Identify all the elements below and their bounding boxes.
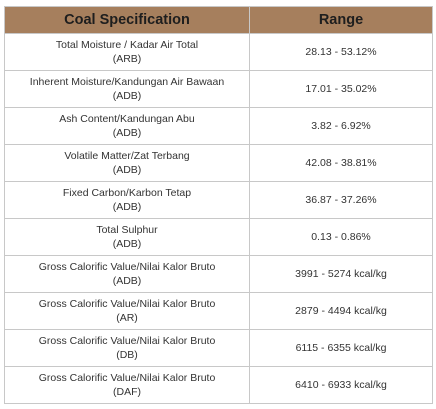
table-row: Total Sulphur (ADB) 0.13 - 0.86% [4, 218, 433, 256]
table-row: Ash Content/Kandungan Abu (ADB) 3.82 - 6… [4, 107, 433, 145]
parameter-basis: (ADB) [112, 90, 142, 102]
range-cell: 3991 - 5274 kcal/kg [249, 255, 433, 293]
parameter-name: Gross Calorific Value/Nilai Kalor Bruto [38, 372, 216, 384]
parameter-cell: Inherent Moisture/Kandungan Air Bawaan (… [4, 70, 250, 108]
parameter-cell: Gross Calorific Value/Nilai Kalor Bruto … [4, 366, 250, 404]
range-cell: 2879 - 4494 kcal/kg [249, 292, 433, 330]
header-row: Coal Specification Range [4, 6, 433, 34]
header-range: Range [249, 6, 433, 34]
parameter-cell: Total Moisture / Kadar Air Total (ARB) [4, 33, 250, 71]
range-cell: 42.08 - 38.81% [249, 144, 433, 182]
parameter-name: Volatile Matter/Zat Terbang [64, 150, 190, 162]
range-cell: 28.13 - 53.12% [249, 33, 433, 71]
table-row: Volatile Matter/Zat Terbang (ADB) 42.08 … [4, 144, 433, 182]
parameter-basis: (ADB) [112, 238, 142, 250]
table-row: Gross Calorific Value/Nilai Kalor Bruto … [4, 292, 433, 330]
parameter-basis: (DB) [116, 349, 138, 361]
parameter-name: Inherent Moisture/Kandungan Air Bawaan [29, 76, 225, 88]
parameter-name: Fixed Carbon/Karbon Tetap [62, 187, 192, 199]
table-row: Gross Calorific Value/Nilai Kalor Bruto … [4, 255, 433, 293]
parameter-name: Gross Calorific Value/Nilai Kalor Bruto [38, 261, 216, 273]
parameter-cell: Total Sulphur (ADB) [4, 218, 250, 256]
table-row: Gross Calorific Value/Nilai Kalor Bruto … [4, 329, 433, 367]
range-cell: 3.82 - 6.92% [249, 107, 433, 145]
parameter-cell: Gross Calorific Value/Nilai Kalor Bruto … [4, 292, 250, 330]
parameter-name: Total Sulphur [96, 224, 158, 236]
parameter-name: Gross Calorific Value/Nilai Kalor Bruto [38, 298, 216, 310]
range-cell: 36.87 - 37.26% [249, 181, 433, 219]
coal-spec-table: Coal Specification Range Total Moisture … [4, 6, 433, 404]
parameter-cell: Ash Content/Kandungan Abu (ADB) [4, 107, 250, 145]
table-row: Total Moisture / Kadar Air Total (ARB) 2… [4, 33, 433, 71]
parameter-name: Total Moisture / Kadar Air Total [55, 39, 199, 51]
range-cell: 6115 - 6355 kcal/kg [249, 329, 433, 367]
parameter-name: Ash Content/Kandungan Abu [59, 113, 195, 125]
parameter-cell: Volatile Matter/Zat Terbang (ADB) [4, 144, 250, 182]
parameter-basis: (AR) [116, 312, 138, 324]
parameter-basis: (ADB) [112, 201, 142, 213]
parameter-cell: Gross Calorific Value/Nilai Kalor Bruto … [4, 329, 250, 367]
parameter-basis: (DAF) [113, 386, 141, 398]
parameter-name: Gross Calorific Value/Nilai Kalor Bruto [38, 335, 216, 347]
range-cell: 17.01 - 35.02% [249, 70, 433, 108]
parameter-cell: Gross Calorific Value/Nilai Kalor Bruto … [4, 255, 250, 293]
parameter-cell: Fixed Carbon/Karbon Tetap (ADB) [4, 181, 250, 219]
table-body: Total Moisture / Kadar Air Total (ARB) 2… [4, 33, 433, 404]
parameter-basis: (ARB) [112, 53, 142, 65]
table-row: Fixed Carbon/Karbon Tetap (ADB) 36.87 - … [4, 181, 433, 219]
parameter-basis: (ADB) [112, 275, 142, 287]
table-header: Coal Specification Range [4, 6, 433, 34]
table-row: Gross Calorific Value/Nilai Kalor Bruto … [4, 366, 433, 404]
range-cell: 0.13 - 0.86% [249, 218, 433, 256]
range-cell: 6410 - 6933 kcal/kg [249, 366, 433, 404]
header-coal-specification: Coal Specification [4, 6, 250, 34]
parameter-basis: (ADB) [112, 127, 142, 139]
table-row: Inherent Moisture/Kandungan Air Bawaan (… [4, 70, 433, 108]
parameter-basis: (ADB) [112, 164, 142, 176]
